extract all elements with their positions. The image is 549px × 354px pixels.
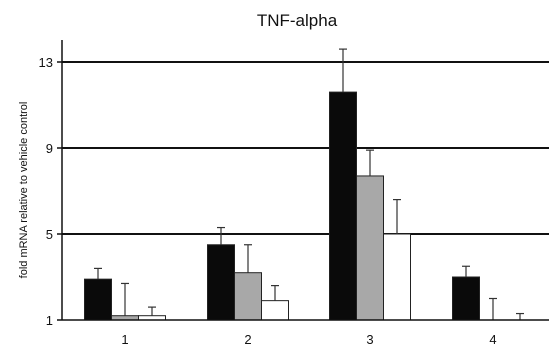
y-tick-label: 1 <box>46 313 53 328</box>
gridlines <box>62 61 549 235</box>
y-tick-labels: 1 5 9 13 <box>39 55 53 328</box>
x-tick-label: 4 <box>489 332 496 347</box>
chart-title: TNF-alpha <box>257 11 338 30</box>
x-tick-label: 2 <box>244 332 251 347</box>
bar-s1-c4 <box>452 276 480 321</box>
axes <box>57 40 549 321</box>
y-tick-label: 5 <box>46 227 53 242</box>
bar-s1-c2 <box>207 244 235 321</box>
y-tick-label: 13 <box>39 55 53 70</box>
y-tick-label: 9 <box>46 141 53 156</box>
bar-s2-c2 <box>234 272 262 321</box>
bar-s3-c2 <box>261 300 289 321</box>
x-tick-label: 3 <box>366 332 373 347</box>
bar-s1-c3 <box>329 91 357 321</box>
x-tick-labels: 1 2 3 4 <box>121 332 496 347</box>
x-tick-label: 1 <box>121 332 128 347</box>
error-bars <box>94 48 524 320</box>
bar-s3-c3 <box>383 233 411 321</box>
bar-s2-c3 <box>356 175 384 321</box>
bar-s1-c1 <box>84 278 112 321</box>
bars <box>84 91 480 321</box>
y-axis-label: fold mRNA relative to vehicle control <box>18 102 30 279</box>
